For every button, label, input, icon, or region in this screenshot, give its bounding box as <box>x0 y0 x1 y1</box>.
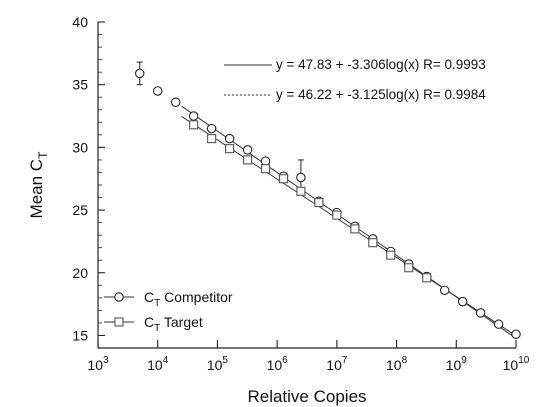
x-tick-label-base: 10 <box>503 357 519 373</box>
x-tick-label: 1010 <box>503 355 530 373</box>
y-tick-label: 40 <box>72 14 88 30</box>
x-tick-label-base: 10 <box>267 357 283 373</box>
x-axis-ticks: 103 104 105 106 107 108 109 1010 <box>87 340 530 373</box>
x-tick-label: 104 <box>147 355 169 373</box>
x-tick-label-exp: 7 <box>342 355 348 366</box>
data-point-circle <box>224 133 235 144</box>
data-point-square <box>207 134 217 144</box>
data-point-square <box>368 238 378 248</box>
data-point-circle <box>242 145 253 155</box>
x-tick-label: 108 <box>386 355 408 373</box>
equation-text-2: y = 46.22 + -3.125log(x) R= 0.9984 <box>276 87 486 102</box>
x-tick-label: 109 <box>446 355 468 373</box>
x-tick-label: 107 <box>326 355 348 373</box>
legend-label-rest: Target <box>160 314 203 330</box>
equation-text-1: y = 47.83 + -3.306log(x) R= 0.9993 <box>276 57 486 72</box>
data-point-square <box>243 155 253 165</box>
y-axis-title: Mean CT <box>27 151 50 219</box>
data-point-square <box>404 263 414 273</box>
data-point-circle <box>457 296 468 307</box>
data-point-circle <box>134 68 145 79</box>
x-axis-title: Relative Copies <box>247 387 366 406</box>
data-point-circle <box>296 172 306 183</box>
data-point-square <box>422 273 432 283</box>
data-point-circle <box>188 111 199 121</box>
x-tick-label-base: 10 <box>147 357 163 373</box>
y-tick-label: 25 <box>72 202 88 218</box>
x-tick-label: 103 <box>87 355 109 373</box>
x-tick-label-base: 10 <box>386 357 402 373</box>
data-point-circle <box>170 97 181 107</box>
x-tick-label-exp: 5 <box>222 355 228 366</box>
data-point-square <box>296 186 306 196</box>
legend-label-sub: T <box>154 298 160 309</box>
legend-label-rest: Competitor <box>160 289 233 305</box>
data-point-square <box>332 210 342 220</box>
data-point-square <box>278 174 289 184</box>
y-axis-title-sub: T <box>36 151 50 159</box>
data-point-circle <box>475 308 486 318</box>
legend-label-base: C <box>144 314 154 330</box>
data-point-circle <box>152 86 163 96</box>
legend-label: CT Competitor <box>144 289 233 309</box>
data-point-square <box>350 224 360 234</box>
y-tick-label: 30 <box>72 139 88 155</box>
y-tick-label: 35 <box>72 77 88 93</box>
x-tick-label: 106 <box>267 355 289 373</box>
legend-marker-circle <box>114 292 124 302</box>
x-tick-label-exp: 9 <box>461 355 467 366</box>
legend-marker-square <box>114 317 124 327</box>
y-tick-label: 20 <box>72 265 88 281</box>
legend-label: CT Target <box>144 314 203 334</box>
data-series <box>134 61 521 339</box>
data-point-square <box>225 144 235 154</box>
x-tick-label-exp: 10 <box>518 355 530 366</box>
x-tick-label-base: 10 <box>207 357 223 373</box>
x-tick-label-exp: 3 <box>103 355 109 366</box>
series-2 <box>189 120 432 283</box>
data-point-circle <box>493 319 504 329</box>
data-point-square <box>261 164 271 174</box>
legend-label-sub: T <box>154 323 160 334</box>
x-tick-label: 105 <box>207 355 229 373</box>
x-tick-label-exp: 4 <box>163 355 169 366</box>
y-axis-title-base: Mean C <box>27 159 46 219</box>
data-point-square <box>189 120 199 130</box>
x-tick-label-exp: 6 <box>282 355 288 366</box>
y-tick-label: 15 <box>72 327 88 343</box>
data-point-circle <box>511 329 521 339</box>
legend-label-base: C <box>144 289 154 305</box>
data-point-square <box>314 198 324 208</box>
data-point-circle <box>260 156 271 166</box>
x-tick-label-exp: 8 <box>402 355 408 366</box>
x-tick-label-base: 10 <box>326 357 342 373</box>
x-tick-label-base: 10 <box>446 357 462 373</box>
data-point-circle <box>439 285 450 296</box>
x-tick-label-base: 10 <box>87 357 103 373</box>
y-axis-ticks: 15 20 25 30 35 40 <box>72 14 105 349</box>
data-point-circle <box>206 123 217 134</box>
data-point-square <box>386 250 396 260</box>
fit-equations: y = 47.83 + -3.306log(x) R= 0.9993 y = 46… <box>224 57 486 102</box>
